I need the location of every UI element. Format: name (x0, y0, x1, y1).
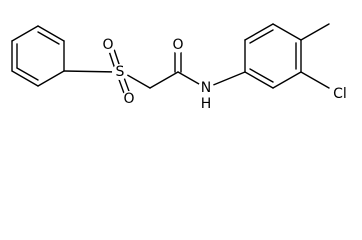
bond (37, 70, 65, 87)
bond (37, 31, 60, 45)
atom-label: O (172, 37, 183, 53)
bond (300, 71, 330, 89)
page: {"atoms": [ {"label": "O"}, {"label": "S… (11, 23, 350, 112)
atom-labels: O S O O N H Cl (100, 37, 350, 112)
label-bg (170, 37, 186, 53)
atom-label: S (116, 64, 125, 80)
bond (37, 25, 65, 42)
bond (300, 23, 330, 41)
bond (16, 67, 39, 81)
atom-label: O (123, 91, 134, 107)
bond (149, 71, 179, 89)
atom-label: N (201, 80, 211, 96)
label-bg (112, 64, 128, 80)
bonds (11, 23, 330, 97)
bond (63, 70, 119, 73)
bond (244, 71, 274, 89)
atom-label: Cl (333, 86, 347, 102)
label-bg (121, 91, 137, 107)
bond (244, 23, 274, 41)
molecule: O S O O N H Cl (11, 23, 350, 112)
label-bg (198, 80, 214, 96)
bond (272, 71, 302, 89)
bond (249, 29, 274, 44)
bond (11, 25, 39, 42)
bond (272, 23, 302, 41)
atom-label: O (102, 37, 113, 53)
bond (249, 68, 274, 83)
atom-label: H (201, 96, 212, 112)
bond (11, 70, 39, 87)
label-bg (100, 37, 116, 53)
label-bg (330, 84, 350, 104)
